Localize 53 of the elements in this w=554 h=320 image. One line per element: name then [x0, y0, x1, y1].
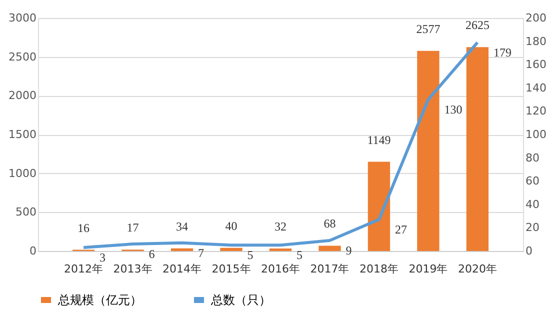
data-label: 27 — [394, 222, 407, 237]
data-label: 179 — [493, 45, 512, 60]
bar — [318, 246, 341, 251]
data-label: 40 — [225, 218, 238, 233]
y2-tick-label: 180 — [526, 34, 546, 48]
bar — [466, 47, 489, 251]
data-label: 6 — [148, 247, 155, 262]
y2-tick-label: 140 — [526, 81, 546, 94]
data-label: 34 — [176, 219, 188, 234]
y-tick-label: 500 — [16, 206, 36, 219]
x-tick-label: 2018年 — [359, 262, 398, 276]
data-label: 2577 — [416, 22, 440, 36]
y-tick-label: 3000 — [8, 12, 36, 24]
data-label: 32 — [274, 220, 286, 234]
x-tick-label: 2017年 — [310, 262, 350, 276]
y2-tick-label: 200 — [526, 12, 546, 24]
bar — [220, 248, 242, 251]
data-label: 17 — [126, 220, 139, 235]
y-tick-label: 1500 — [8, 128, 36, 141]
x-tick-label: 2012年 — [64, 262, 104, 276]
y2-tick-label: 20 — [526, 221, 540, 234]
legend-label: 总规模（亿元） — [57, 293, 142, 307]
x-tick-label: 2013年 — [113, 262, 152, 276]
x-tick-label: 2019年 — [408, 262, 448, 276]
y-tick-label: 0 — [30, 244, 36, 258]
data-label: 3 — [100, 250, 106, 265]
x-tick-label: 2016年 — [261, 262, 300, 276]
data-label: 5 — [247, 248, 254, 262]
data-label: 68 — [324, 216, 336, 231]
y2-tick-label: 120 — [526, 104, 546, 118]
data-label: 9 — [346, 244, 352, 258]
x-tick-label: 2014年 — [162, 262, 202, 276]
data-label: 5 — [296, 248, 302, 262]
y-tick-label: 2000 — [8, 89, 36, 102]
legend-label: 总数（只） — [210, 293, 271, 307]
y2-tick-label: 100 — [526, 128, 546, 141]
bar — [368, 162, 390, 251]
x-tick-label: 2015年 — [212, 262, 251, 276]
y2-tick-label: 40 — [526, 198, 540, 211]
y2-tick-label: 80 — [526, 151, 540, 164]
y-tick-label: 1000 — [8, 166, 36, 180]
data-label: 130 — [444, 102, 462, 117]
bar — [170, 248, 194, 251]
data-label: 7 — [198, 246, 204, 260]
data-label: 1149 — [367, 132, 391, 147]
x-tick-label: 2020年 — [458, 262, 497, 276]
data-label: 16 — [78, 220, 90, 235]
y-tick-label: 2500 — [8, 50, 36, 64]
data-label: 2625 — [465, 18, 490, 32]
y2-tick-label: 0 — [526, 244, 532, 258]
y2-tick-label: 60 — [526, 174, 540, 188]
y2-tick-label: 160 — [526, 58, 546, 72]
bar — [417, 50, 440, 251]
